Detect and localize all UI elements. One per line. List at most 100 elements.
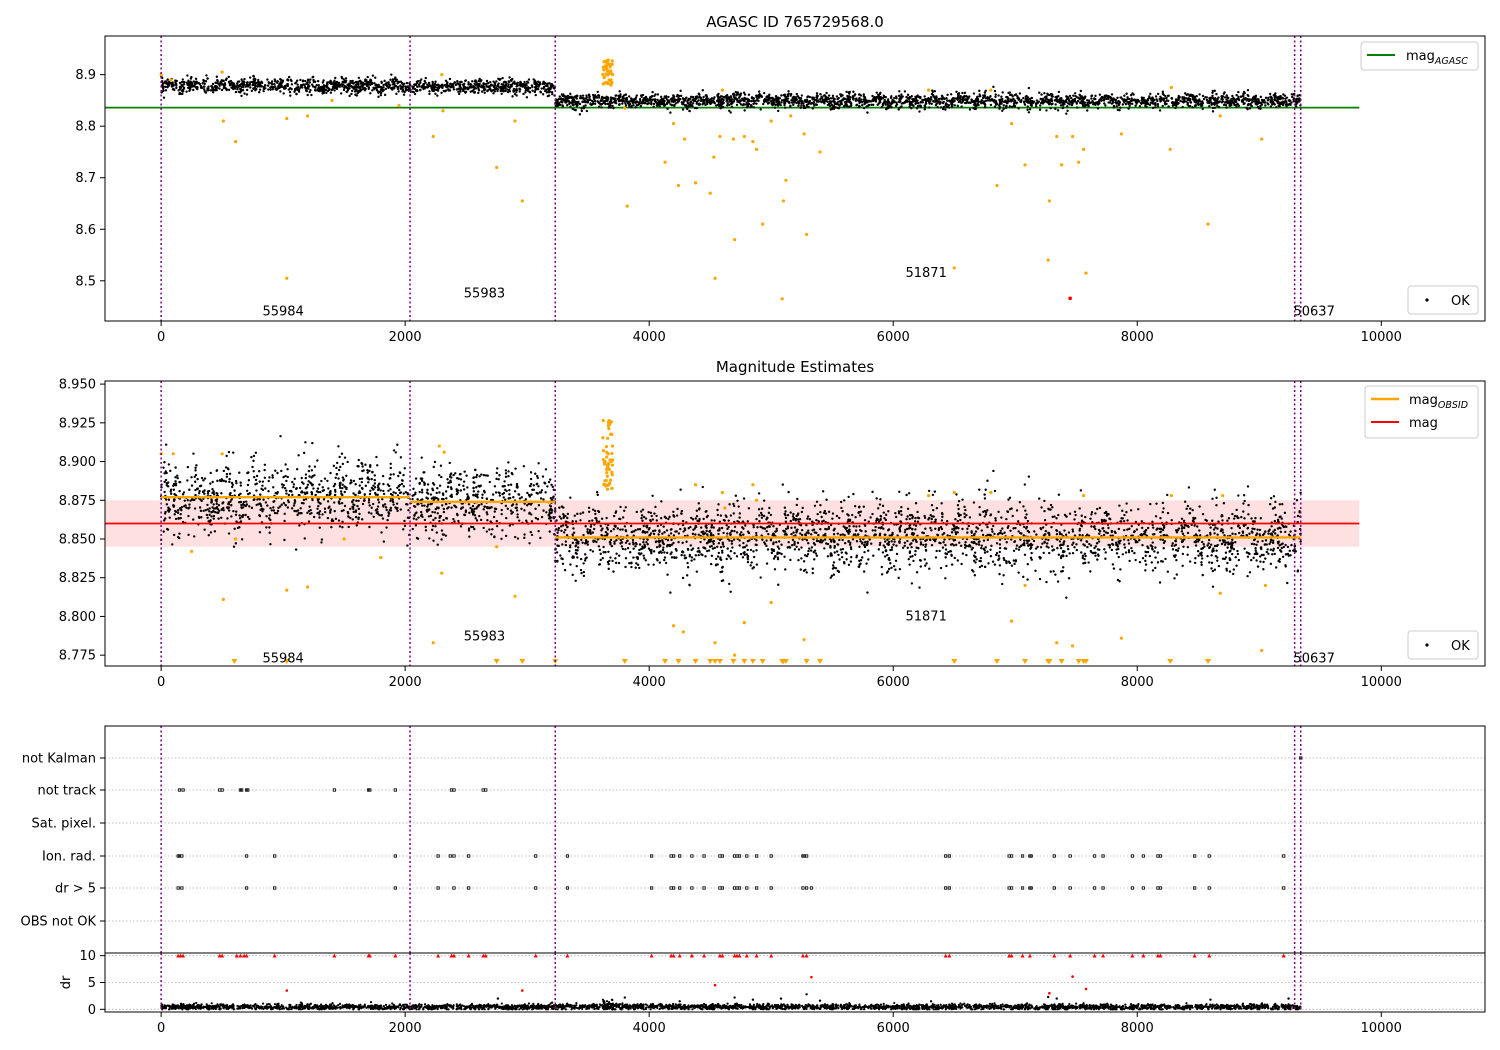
ok-point — [672, 94, 675, 97]
ok-point — [523, 509, 526, 512]
ok-point — [308, 90, 311, 94]
ok-point — [893, 96, 896, 100]
ok-point — [1131, 102, 1134, 106]
ok-point — [1176, 102, 1180, 105]
ok-point — [397, 90, 400, 93]
ok-point — [357, 81, 360, 85]
ok-point — [337, 468, 341, 472]
ok-point — [207, 533, 210, 537]
ok-point — [350, 92, 353, 96]
ok-point — [227, 450, 231, 454]
flagged-point — [769, 119, 773, 123]
ok-point — [730, 101, 734, 104]
ok-point — [670, 103, 674, 107]
ok-point — [373, 88, 376, 91]
flagged-point — [1047, 199, 1052, 203]
ok-point — [879, 96, 882, 99]
ok-point — [445, 85, 448, 89]
ok-point — [294, 487, 298, 491]
ok-point — [385, 508, 388, 512]
ok-point — [194, 480, 197, 483]
ok-point — [327, 487, 330, 490]
ok-point — [772, 102, 775, 105]
ok-point — [347, 87, 351, 90]
ok-point — [574, 108, 577, 112]
ok-point — [1001, 109, 1004, 113]
ok-point — [188, 503, 191, 506]
ok-point — [329, 471, 332, 475]
ok-point — [477, 490, 480, 493]
ok-point — [441, 504, 444, 507]
ok-point — [172, 504, 176, 507]
ok-point — [354, 483, 357, 486]
ok-point — [725, 104, 729, 107]
ok-point — [809, 102, 813, 105]
ok-point — [286, 468, 289, 471]
ok-point — [310, 493, 314, 496]
ok-point — [436, 89, 440, 92]
ok-point — [950, 103, 953, 106]
ok-point — [1041, 97, 1045, 101]
ok-point — [978, 93, 981, 96]
ok-point — [972, 100, 975, 104]
ok-point — [850, 102, 853, 105]
ok-point — [339, 490, 343, 493]
ok-point — [374, 83, 378, 86]
ok-point — [286, 506, 290, 509]
ok-point — [236, 82, 239, 85]
ok-point — [641, 102, 644, 105]
ok-point — [163, 490, 166, 494]
ok-point — [859, 94, 863, 97]
ok-point — [165, 484, 169, 487]
ok-point — [732, 92, 735, 96]
ok-point — [390, 73, 393, 76]
ok-point — [512, 90, 515, 93]
ok-point — [918, 104, 922, 107]
ok-point — [571, 107, 574, 111]
ok-point — [287, 88, 290, 91]
ok-point — [416, 85, 419, 89]
ok-point — [557, 101, 561, 104]
ok-point — [393, 85, 396, 88]
ok-point — [537, 83, 541, 87]
ok-point — [348, 94, 351, 98]
ok-point — [512, 87, 516, 91]
ok-point — [1270, 96, 1273, 100]
flagged-point — [602, 60, 606, 64]
ok-point — [290, 79, 293, 83]
ok-point — [340, 75, 343, 79]
ok-point — [1175, 104, 1178, 107]
ok-point — [271, 82, 274, 86]
ok-point — [474, 468, 477, 472]
ok-point — [203, 528, 206, 531]
ok-point — [298, 524, 301, 527]
ok-point — [192, 452, 195, 455]
ok-point — [209, 531, 213, 534]
ok-point — [695, 102, 698, 105]
ok-point — [697, 99, 700, 102]
ok-point — [587, 94, 591, 97]
ok-point — [267, 490, 270, 493]
ok-point — [321, 81, 325, 84]
ok-point — [1185, 100, 1188, 103]
ok-point — [343, 79, 347, 83]
ok-point — [388, 84, 392, 87]
ok-point — [597, 96, 601, 99]
ok-point — [1072, 94, 1075, 97]
ok-point — [786, 97, 790, 100]
ok-point — [246, 492, 250, 496]
ok-point — [681, 108, 685, 111]
ok-point — [176, 511, 180, 514]
ok-point — [1044, 99, 1047, 102]
ok-point — [252, 83, 255, 86]
flagged-point — [761, 222, 765, 226]
ok-point — [1129, 94, 1133, 97]
ok-point — [1059, 104, 1063, 107]
ok-point — [1055, 98, 1058, 101]
ok-point — [378, 90, 382, 93]
ok-point — [708, 98, 712, 101]
ok-point — [1084, 95, 1087, 98]
ok-point — [181, 92, 184, 96]
ok-point — [311, 85, 315, 88]
ok-point — [561, 105, 565, 108]
